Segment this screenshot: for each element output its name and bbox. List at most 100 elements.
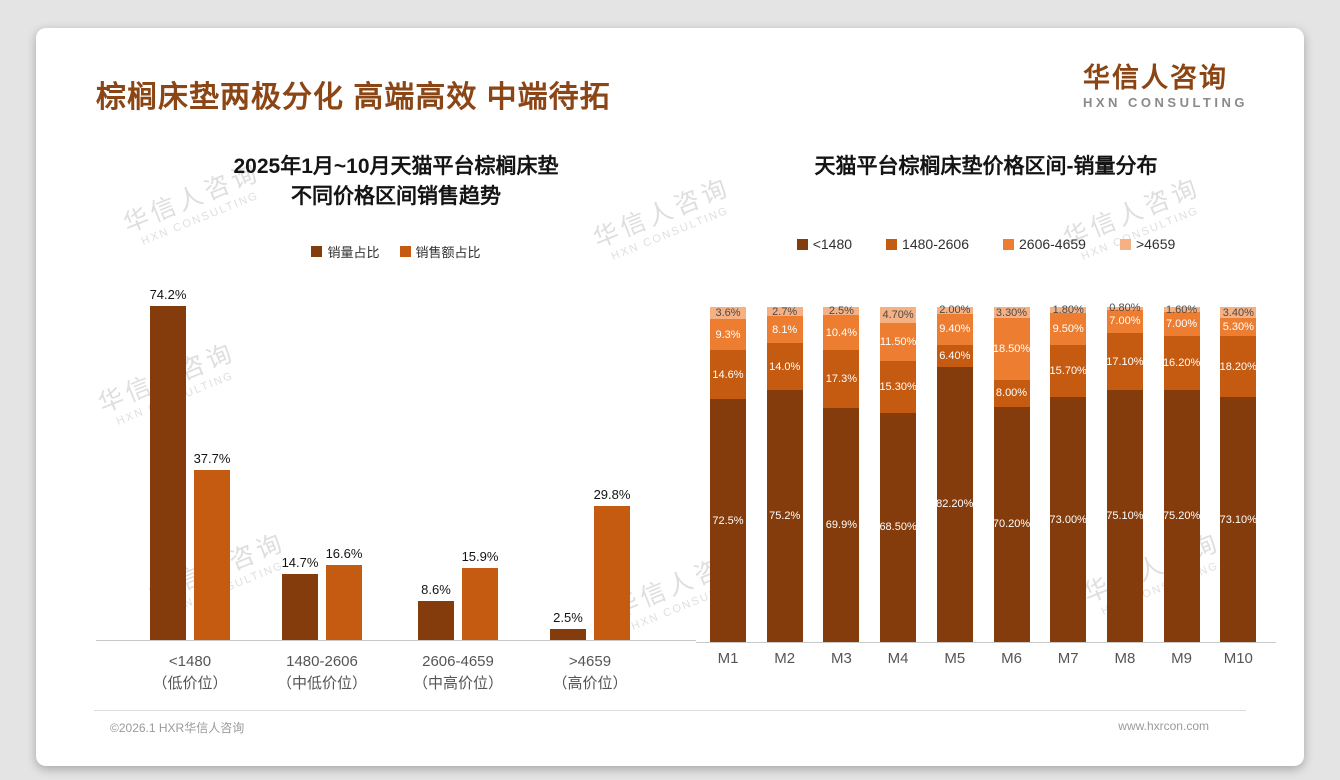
left-chart-legend: 销量占比 销售额占比 <box>96 242 696 261</box>
left-chart-plot-area: 74.2% 37.7% 14.7% 16.6% 8.6% 15.9% 2.5% 29.8% <box>96 274 696 641</box>
stack-segment: 3.6% <box>710 307 746 320</box>
legend-swatch-icon <box>399 246 411 257</box>
legend-item: 销售额占比 <box>399 242 481 261</box>
segment-value-label: 4.70% <box>882 308 914 321</box>
segment-value-label: 2.7% <box>772 305 798 318</box>
segment-value-label: 17.3% <box>825 373 857 386</box>
legend-label: 2606-4659 <box>1019 236 1086 252</box>
grouped-bar <box>326 565 362 640</box>
bar-value-label: 16.6% <box>325 546 363 562</box>
segment-value-label: 11.50% <box>879 336 917 349</box>
legend-label: <1480 <box>812 236 853 252</box>
month-label: M6 <box>1001 650 1022 667</box>
legend-label: 1480-2606 <box>902 236 969 252</box>
legend-item: 销量占比 <box>311 242 380 261</box>
month-label: M8 <box>1114 650 1136 667</box>
category-label-tier: （高价位） <box>552 675 628 692</box>
stack-segment: 82.20% <box>936 366 974 642</box>
legend-swatch-icon <box>886 238 898 250</box>
slide-card: 华信人咨询 HXN CONSULTING 华信人咨询 HXN CONSULTING 华信… <box>36 28 1304 766</box>
stack-segment: 17.3% <box>823 350 860 409</box>
stack-segment: 18.20% <box>1219 336 1257 398</box>
category-label-range: 1480-2606 <box>286 653 358 670</box>
stack-segment: 73.00% <box>1049 397 1087 642</box>
stack-segment: 1.60% <box>1163 304 1200 316</box>
segment-value-label: 18.20% <box>1219 360 1257 373</box>
stack-segment: 18.50% <box>993 318 1030 381</box>
stack-segment: 10.4% <box>823 315 860 351</box>
stack-segment: 9.50% <box>1050 313 1087 345</box>
legend-swatch-icon <box>1119 238 1131 250</box>
segment-value-label: 10.4% <box>825 326 857 339</box>
logo-name: 华信人咨询 <box>1082 63 1228 93</box>
stack-segment: 5.30% <box>1220 318 1257 337</box>
category-label-tier: （中低价位） <box>276 675 367 692</box>
stack-segment: 14.0% <box>766 343 803 391</box>
grouped-bar <box>418 601 454 640</box>
stack-segment: 6.40% <box>936 345 973 367</box>
stack-segment: 75.20% <box>1163 390 1200 642</box>
logo-text: 华信人咨询 HXN CONSULTING <box>1083 62 1248 112</box>
stacked-bar-chart: 天猫平台棕榈床垫价格区间-销量分布 <1480 1480-2606 2606-465… <box>696 146 1276 726</box>
segment-value-label: 3.30% <box>995 306 1028 319</box>
segment-value-label: 7.00% <box>1109 315 1141 328</box>
legend-item: 2606-4659 <box>1003 236 1086 252</box>
company-logo: 华信人咨询 HXN CONSULTING <box>1083 62 1248 112</box>
bar-value-label: 74.2% <box>149 287 187 303</box>
segment-value-label: 2.00% <box>939 304 971 317</box>
segment-value-label: 73.10% <box>1219 513 1257 526</box>
bar-value-label: 29.8% <box>593 486 631 502</box>
segment-value-label: 14.6% <box>712 368 744 381</box>
segment-value-label: 3.40% <box>1222 306 1254 319</box>
segment-value-label: 15.30% <box>879 380 917 393</box>
segment-value-label: 7.00% <box>1165 318 1198 331</box>
stack-segment: 70.20% <box>992 406 1031 642</box>
legend-label: 销售额占比 <box>415 245 481 260</box>
month-label: M2 <box>774 650 796 667</box>
footer-copyright: ©2026.1 HXR华信人咨询 <box>110 721 245 735</box>
category-label-range: >4659 <box>568 653 612 670</box>
stack-segment: 73.10% <box>1219 397 1257 642</box>
bar-value-label: 15.9% <box>461 549 499 565</box>
segment-value-label: 1.60% <box>1165 303 1198 316</box>
stack-segment: 9.3% <box>710 319 746 351</box>
logo-subtitle: HXN CONSULTING <box>1082 95 1248 110</box>
month-label: M10 <box>1223 650 1253 667</box>
segment-value-label: 70.20% <box>992 518 1031 531</box>
segment-value-label: 82.20% <box>936 498 974 511</box>
legend-swatch-icon <box>311 246 323 257</box>
category-label: >4659 （高价位） <box>515 651 665 695</box>
segment-value-label: 73.00% <box>1049 513 1087 526</box>
month-label: M4 <box>887 650 909 667</box>
month-label: M5 <box>944 650 966 667</box>
segment-value-label: 0.80% <box>1109 302 1141 315</box>
grouped-bar <box>150 306 186 640</box>
stack-segment: 69.9% <box>823 408 860 642</box>
stack-segment: 75.2% <box>766 390 803 642</box>
stack-segment: 2.5% <box>823 305 860 318</box>
bar-value-label: 8.6% <box>421 582 451 598</box>
stack-segment: 16.20% <box>1163 335 1200 391</box>
legend-swatch-icon <box>1003 238 1014 250</box>
legend-item: <1480 <box>796 236 853 252</box>
segment-value-label: 3.6% <box>715 307 741 320</box>
stack-segment: 3.40% <box>1220 306 1257 319</box>
stack-segment: 2.00% <box>936 304 973 317</box>
category-label-tier: （低价位） <box>152 675 228 692</box>
category-label: 1480-2606 （中低价位） <box>247 651 397 695</box>
month-label: M7 <box>1057 650 1079 667</box>
category-label-range: 2606-4659 <box>422 653 494 670</box>
stack-segment: 8.1% <box>766 316 803 344</box>
stack-segment: 9.40% <box>936 313 973 346</box>
stack-segment: 8.00% <box>993 380 1030 407</box>
grouped-bar <box>462 568 498 640</box>
stack-segment: 2.7% <box>766 305 803 318</box>
legend-item: 1480-2606 <box>886 236 969 252</box>
segment-value-label: 2.5% <box>828 305 854 318</box>
category-label: 2606-4659 （中高价位） <box>383 651 533 695</box>
segment-value-label: 15.70% <box>1049 365 1087 378</box>
segment-value-label: 9.3% <box>715 328 741 341</box>
segment-value-label: 9.50% <box>1052 322 1084 335</box>
month-label: M1 <box>717 650 739 667</box>
grouped-bar <box>550 628 586 640</box>
